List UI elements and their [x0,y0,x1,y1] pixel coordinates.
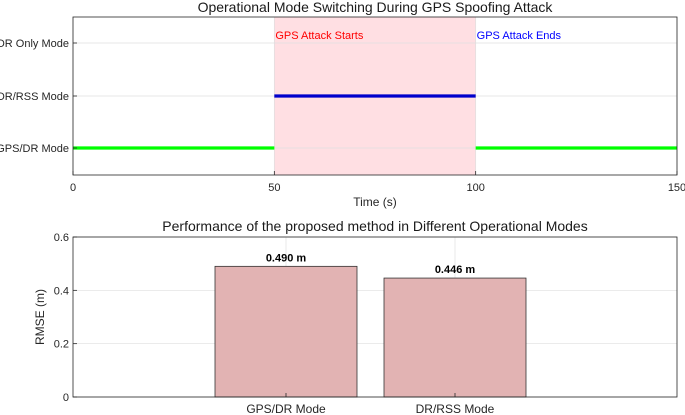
rmse-bar-chart: 0.490 m 0.446 m 0 0.2 0.4 0.6 GPS/DR Mode DR/R… [33,218,678,415]
attack-annotation: GPS Attack Ends [477,30,562,42]
x-tick-label: 150 [668,182,685,194]
y-tick-label: 0.2 [54,339,69,351]
mode-chart-ticks: 0 50 100 150 GPS/DR Mode DR/RSS Mode DR Only M… [0,38,685,194]
bar-chart-ticks: 0 0.2 0.4 0.6 GPS/DR Mode DR/RSS Mode [54,232,495,415]
y-tick-label: DR Only Mode [0,38,69,50]
x-category-label: DR/RSS Mode [416,402,495,415]
mode-chart-x-axis-label: Time (s) [353,195,397,209]
bar-chart-frame [72,236,678,398]
mode-chart-lines [73,94,677,150]
rmse-value-label: 0.490 m [266,252,307,264]
x-tick-label: 0 [70,182,76,194]
bar-chart-title: Performance of the proposed method in Di… [162,218,587,234]
y-tick-label: GPS/DR Mode [0,143,69,155]
x-category-label: GPS/DR Mode [246,402,326,415]
bar-chart-y-axis-label: RMSE (m) [33,289,47,345]
x-tick-label: 50 [268,182,280,194]
bar-chart-grid [73,236,677,398]
y-tick-label: 0 [63,392,69,404]
rmse-value-label: 0.446 m [435,264,476,276]
y-tick-label: 0.6 [54,232,69,244]
attack-annotation: GPS Attack Starts [275,30,364,42]
x-tick-label: 100 [466,182,484,194]
bar-chart-bars: 0.490 m 0.446 m [214,252,527,398]
mode-switching-chart: 0 50 100 150 GPS/DR Mode DR/RSS Mode DR Only M… [0,0,685,209]
y-tick-label: DR/RSS Mode [0,91,69,103]
rmse-bar [214,265,358,398]
mode-chart-title: Operational Mode Switching During GPS Sp… [198,0,554,15]
y-tick-label: 0.4 [54,285,69,297]
rmse-bar [383,277,527,398]
mode-chart-annotations: GPS Attack Starts GPS Attack Ends [275,30,561,42]
